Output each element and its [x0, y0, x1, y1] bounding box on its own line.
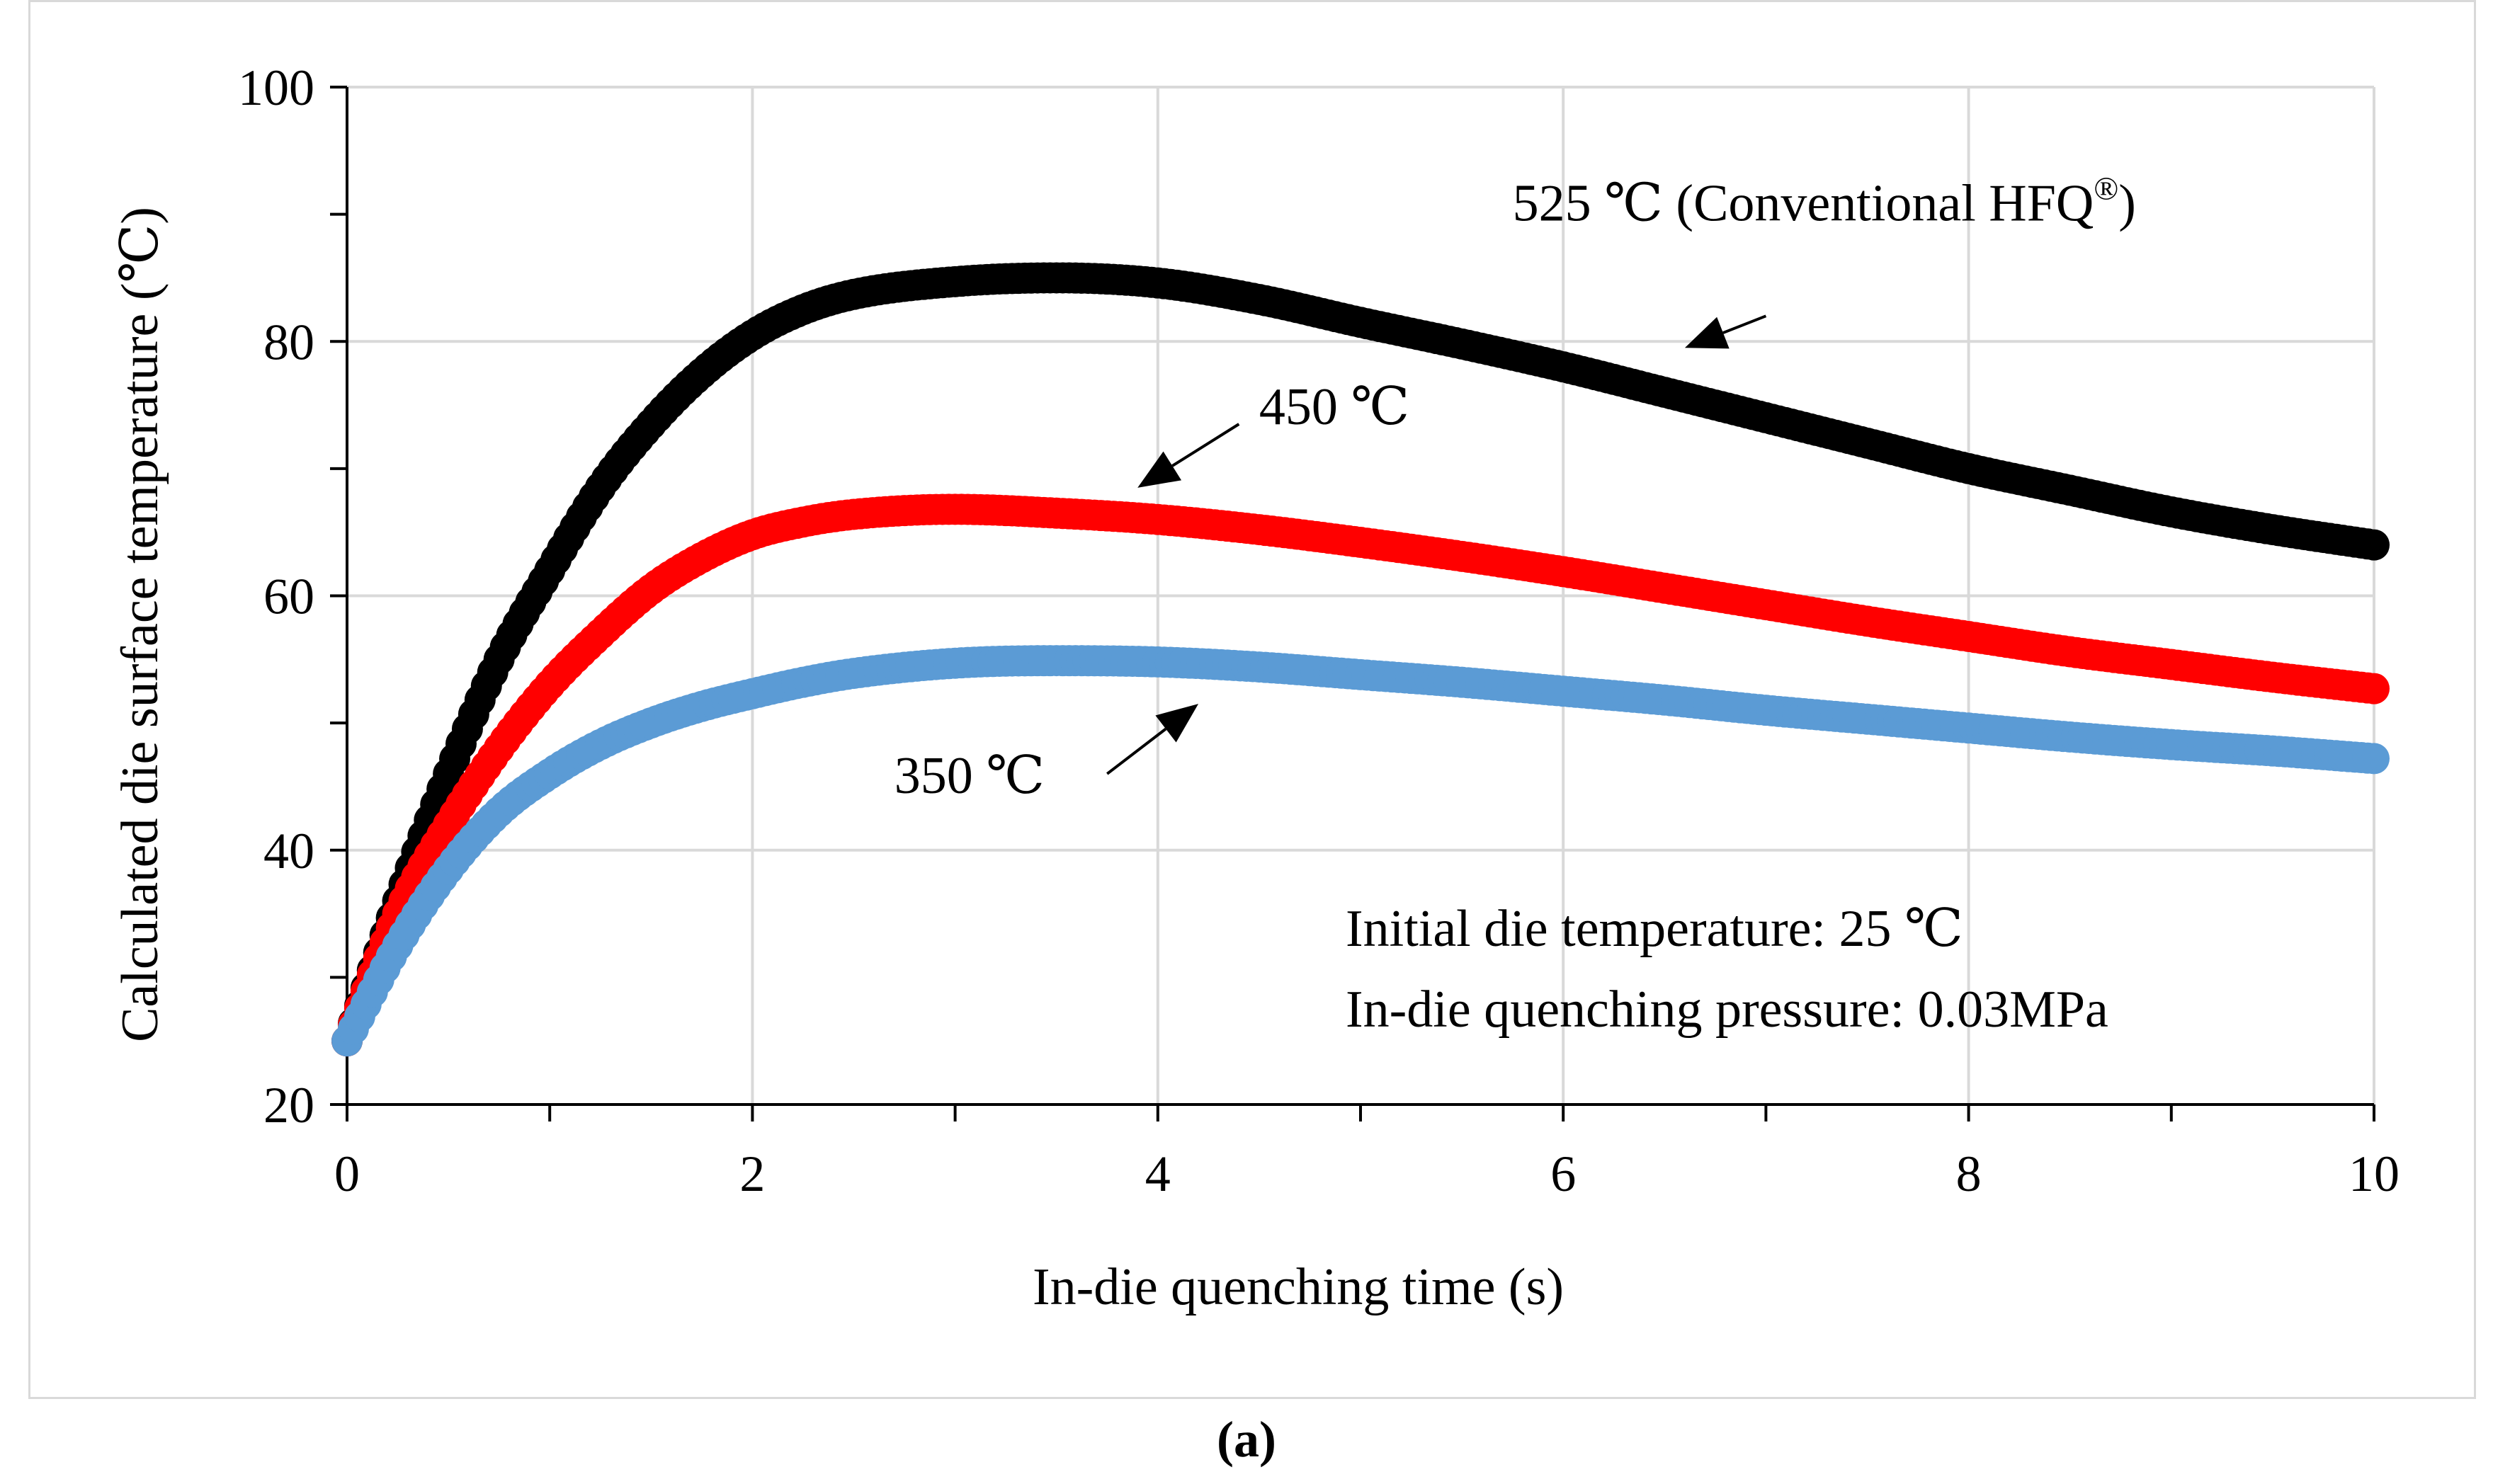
chart-frame — [28, 0, 2476, 1399]
x-tick-label: 6 — [1550, 1146, 1576, 1202]
annotation-text: 450 ℃ — [1259, 378, 1409, 436]
annotation-label: 450 ℃ — [1259, 378, 1409, 436]
y-tick-label: 80 — [263, 314, 314, 370]
y-tick-label: 20 — [263, 1077, 314, 1134]
note-initial-temperature: Initial die temperature: 25 ℃ — [1346, 900, 1963, 958]
figure-caption: (a) — [1217, 1411, 1276, 1468]
note-quenching-pressure: In-die quenching pressure: 0.03MPa — [1346, 981, 2108, 1039]
y-tick-label: 60 — [263, 569, 314, 625]
annotation-text: 525 ℃ (Conventional HFQ — [1513, 175, 2094, 233]
annotation-label: 525 ℃ (Conventional HFQ®) — [1513, 171, 2136, 233]
annotation-arrow-head — [1155, 704, 1199, 743]
chart: 0 2 4 6 8 10 20 40 60 80 100 525 ℃ (Conventional H… — [111, 59, 2400, 1316]
y-tick-label: 100 — [238, 59, 314, 116]
x-tick-label: 4 — [1145, 1146, 1171, 1202]
annotations: 525 ℃ (Conventional HFQ®) 450 ℃ 350 ℃ — [895, 171, 2136, 805]
x-tick-label: 2 — [739, 1146, 765, 1202]
annotation-arrow-line — [1106, 727, 1167, 775]
series-1 — [331, 493, 2390, 1057]
annotation-text: 350 ℃ — [895, 747, 1045, 805]
x-tick-label: 0 — [334, 1146, 360, 1202]
series-layer — [331, 262, 2390, 1057]
data-point — [2358, 673, 2390, 704]
x-tick-label: 8 — [1956, 1146, 1982, 1202]
x-axis-title: In-die quenching time (s) — [1033, 1258, 1564, 1316]
gridlines — [347, 86, 2375, 1105]
series-2 — [331, 645, 2390, 1057]
annotation-arrow-head — [1137, 451, 1182, 488]
annotation-arrow-head — [1684, 316, 1730, 349]
y-axis-title: Calculated die surface temperature (℃) — [111, 207, 169, 1042]
annotation-close: ) — [2118, 175, 2136, 233]
data-point — [2358, 529, 2390, 561]
annotation-label: 350 ℃ — [895, 747, 1045, 805]
x-tick-label: 10 — [2349, 1146, 2400, 1202]
series-0 — [331, 262, 2390, 1057]
y-tick-label: 40 — [263, 823, 314, 879]
annotation-arrow-line — [1722, 314, 1767, 334]
data-point — [2358, 743, 2390, 775]
annotation-superscript: ® — [2094, 171, 2118, 207]
annotation-arrow-line — [1171, 423, 1240, 467]
axes: 0 2 4 6 8 10 20 40 60 80 100 — [238, 59, 2400, 1202]
